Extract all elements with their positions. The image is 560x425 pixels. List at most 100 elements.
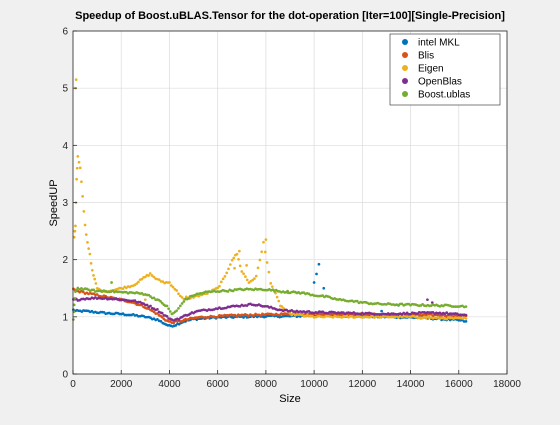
data-point bbox=[152, 310, 156, 314]
data-point bbox=[92, 274, 95, 277]
data-point bbox=[225, 271, 229, 275]
data-point bbox=[161, 280, 165, 283]
data-point bbox=[177, 318, 181, 321]
data-point bbox=[148, 272, 152, 275]
data-point bbox=[288, 311, 292, 315]
data-point bbox=[86, 240, 89, 244]
data-point bbox=[84, 233, 88, 236]
data-point bbox=[180, 302, 184, 305]
data-point bbox=[160, 311, 164, 315]
data-point bbox=[168, 281, 171, 284]
data-point bbox=[87, 247, 91, 250]
data-point bbox=[240, 270, 244, 273]
data-point bbox=[269, 282, 273, 285]
data-point bbox=[355, 299, 359, 303]
data-point bbox=[160, 315, 164, 319]
x-tick-label: 10000 bbox=[300, 379, 328, 390]
data-point bbox=[156, 307, 159, 311]
data-point bbox=[235, 315, 239, 319]
data-point bbox=[267, 270, 271, 274]
y-tick-label: 4 bbox=[62, 141, 68, 152]
data-point bbox=[80, 180, 83, 184]
data-point bbox=[380, 309, 383, 313]
data-point bbox=[168, 310, 172, 313]
data-point bbox=[182, 300, 186, 303]
data-point bbox=[92, 288, 96, 292]
y-tick-label: 0 bbox=[62, 370, 68, 381]
data-point bbox=[75, 166, 79, 170]
data-point bbox=[81, 290, 85, 294]
x-tick-label: 14000 bbox=[397, 379, 425, 390]
data-point bbox=[150, 274, 154, 277]
data-point bbox=[159, 320, 163, 323]
series-eigen bbox=[72, 78, 468, 321]
data-point bbox=[445, 317, 449, 321]
data-point bbox=[172, 321, 176, 325]
data-point bbox=[275, 295, 279, 299]
data-point bbox=[159, 300, 162, 303]
data-point bbox=[464, 317, 468, 320]
series-layer bbox=[72, 78, 468, 328]
data-point bbox=[89, 261, 93, 265]
y-tick-label: 6 bbox=[62, 27, 68, 38]
data-point bbox=[72, 235, 76, 239]
legend-marker bbox=[402, 39, 408, 45]
data-point bbox=[315, 272, 318, 276]
legend-label: Blis bbox=[418, 51, 434, 62]
data-point bbox=[178, 294, 182, 298]
data-point bbox=[90, 268, 94, 272]
data-point bbox=[145, 303, 149, 307]
data-point bbox=[317, 262, 321, 266]
data-point bbox=[235, 252, 239, 256]
data-point bbox=[88, 252, 92, 256]
y-tick-label: 5 bbox=[62, 84, 68, 95]
data-point bbox=[238, 249, 241, 253]
data-point bbox=[137, 280, 140, 284]
data-point bbox=[180, 296, 184, 299]
data-point bbox=[110, 281, 113, 284]
data-point bbox=[93, 277, 97, 281]
data-point bbox=[265, 261, 269, 264]
data-point bbox=[231, 289, 235, 293]
x-tick-label: 18000 bbox=[493, 379, 521, 390]
data-point bbox=[464, 320, 468, 323]
data-point bbox=[230, 258, 234, 262]
legend-label: Eigen bbox=[418, 64, 444, 75]
data-point bbox=[152, 275, 156, 279]
legend-label: intel MKL bbox=[418, 38, 460, 49]
data-point bbox=[216, 286, 220, 290]
data-point bbox=[242, 272, 245, 276]
series-boost-ublas bbox=[72, 281, 468, 321]
data-point bbox=[219, 280, 223, 284]
data-point bbox=[140, 277, 144, 281]
legend-marker bbox=[402, 65, 408, 71]
data-point bbox=[292, 312, 295, 315]
data-point bbox=[178, 304, 182, 308]
legend-marker bbox=[402, 78, 408, 84]
data-point bbox=[430, 301, 434, 304]
data-point bbox=[216, 315, 220, 319]
data-point bbox=[270, 285, 274, 289]
data-point bbox=[74, 224, 77, 228]
legend-box bbox=[389, 33, 501, 106]
y-axis-label: SpeedUP bbox=[48, 179, 60, 226]
data-point bbox=[152, 296, 156, 300]
data-point bbox=[426, 298, 429, 302]
data-point bbox=[263, 250, 267, 254]
x-tick-label: 12000 bbox=[348, 379, 376, 390]
data-point bbox=[75, 177, 78, 181]
legend-label: OpenBlas bbox=[418, 77, 462, 88]
data-point bbox=[184, 295, 188, 299]
data-point bbox=[73, 297, 77, 300]
data-point bbox=[226, 290, 230, 293]
data-point bbox=[81, 194, 84, 198]
x-tick-label: 2000 bbox=[110, 379, 133, 390]
data-point bbox=[245, 278, 249, 282]
data-point bbox=[221, 277, 225, 281]
data-point bbox=[78, 166, 82, 170]
legend: intel MKL Blis Eigen OpenBlas Boost.ublas bbox=[389, 33, 501, 106]
data-point bbox=[74, 78, 78, 81]
data-point bbox=[143, 298, 147, 302]
